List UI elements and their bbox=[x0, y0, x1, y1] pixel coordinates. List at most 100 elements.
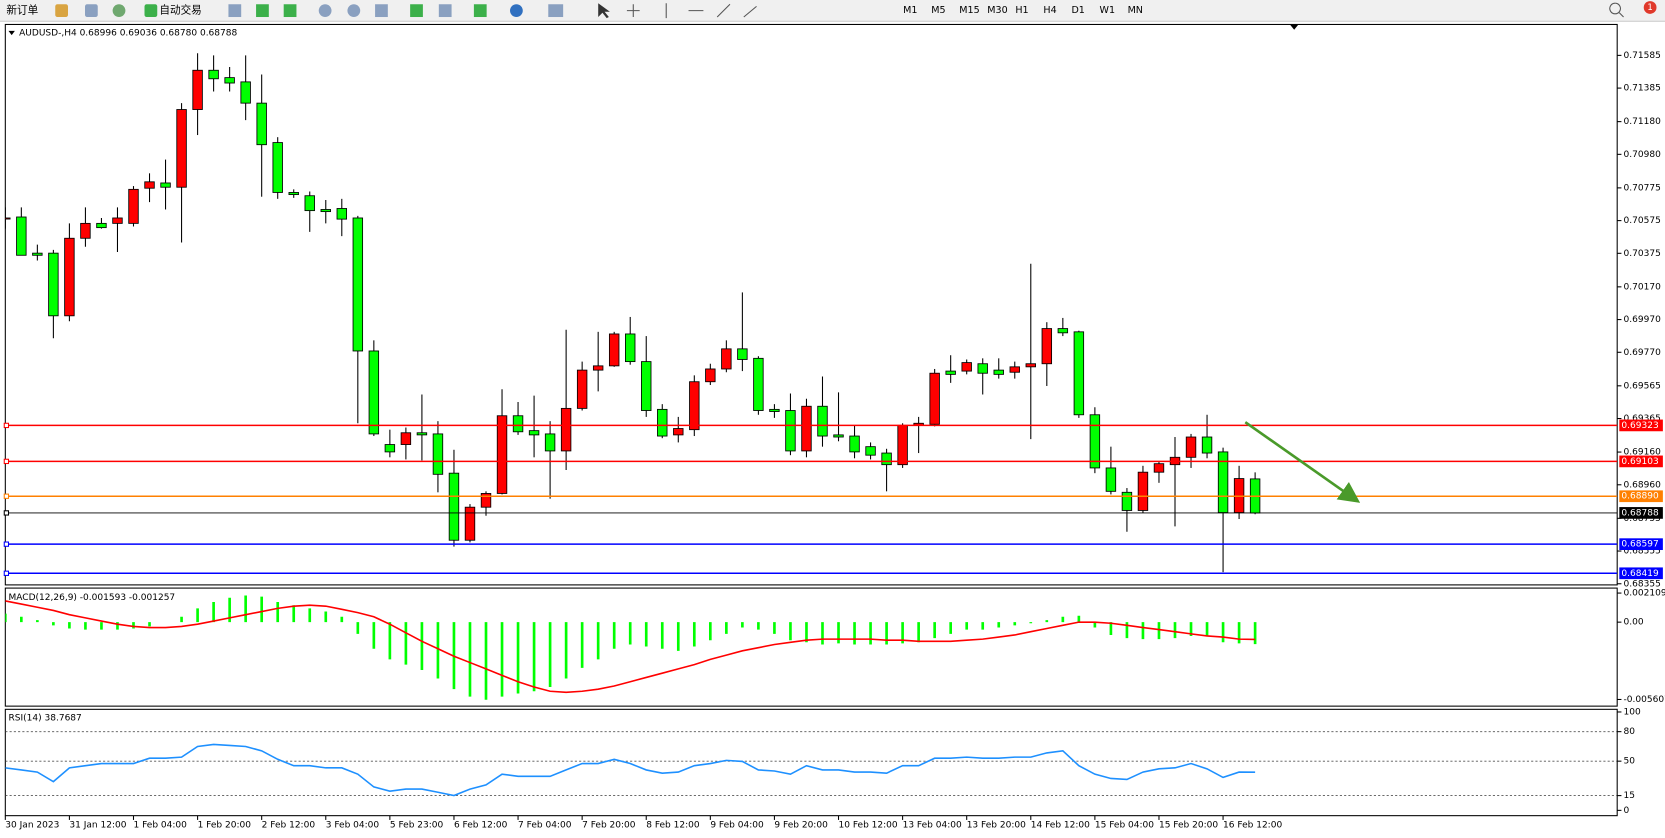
signal-line bbox=[5, 600, 1256, 694]
y-tick-label: 0.71180 bbox=[1624, 117, 1662, 127]
timeframe-button[interactable]: W1 bbox=[1100, 5, 1116, 16]
timeframe-button[interactable]: MN bbox=[1128, 5, 1143, 16]
icon[interactable] bbox=[473, 4, 487, 18]
y-tick-label: 0.70775 bbox=[1624, 183, 1661, 193]
y-tick-label: 0.002109 bbox=[1624, 589, 1665, 599]
y-tick-label: 100 bbox=[1624, 707, 1641, 717]
candle-body bbox=[1153, 463, 1165, 473]
y-tick-label: 0.00 bbox=[1624, 618, 1644, 628]
timeframe-button[interactable]: M1 bbox=[903, 5, 917, 16]
candle-body bbox=[16, 216, 27, 256]
candle-body bbox=[785, 410, 796, 452]
timeframe-bar: M1 M5 M15 M30 H1 H4 D1 W1 MN bbox=[903, 5, 1143, 16]
x-tick-label: 14 Feb 12:00 bbox=[1031, 821, 1090, 831]
icon[interactable] bbox=[375, 4, 388, 18]
candle-body bbox=[753, 357, 764, 411]
icon[interactable] bbox=[283, 4, 297, 18]
y-tick-label: 0.68355 bbox=[1624, 579, 1661, 589]
candle-body bbox=[1073, 331, 1085, 416]
y-tick-label: 0.71385 bbox=[1624, 84, 1661, 94]
candle-body bbox=[208, 69, 219, 80]
candle-body bbox=[352, 217, 364, 352]
timeframe-button[interactable]: H4 bbox=[1043, 5, 1056, 16]
toolbar-icons bbox=[55, 1, 1657, 19]
toolbar-button[interactable]: 新订单 bbox=[6, 4, 38, 17]
candle-body bbox=[432, 433, 444, 475]
candle-body bbox=[945, 370, 956, 375]
y-tick-label: 0.69365 bbox=[1624, 414, 1661, 424]
icon[interactable] bbox=[438, 4, 452, 18]
y-tick-label: -0.005607 bbox=[1624, 695, 1665, 705]
icon[interactable] bbox=[510, 4, 523, 18]
trend-arrow bbox=[1244, 421, 1361, 503]
x-tick-label: 30 Jan 2023 bbox=[5, 821, 59, 831]
candle-body bbox=[288, 192, 299, 196]
timeframe-button[interactable]: M15 bbox=[959, 5, 979, 16]
icon[interactable] bbox=[318, 4, 332, 18]
icon[interactable] bbox=[85, 4, 98, 18]
y-tick-label: 0.70375 bbox=[1624, 249, 1661, 259]
line-marker bbox=[3, 570, 10, 576]
macd-panel bbox=[4, 587, 1618, 707]
price-label: 0.69323 bbox=[1621, 421, 1659, 431]
timeframe-button[interactable]: M5 bbox=[931, 5, 945, 16]
candle-body bbox=[1105, 467, 1117, 492]
icon[interactable] bbox=[55, 4, 69, 18]
candle-body bbox=[673, 428, 684, 436]
line-marker bbox=[3, 422, 10, 429]
icon[interactable] bbox=[228, 4, 242, 18]
timeframe-button[interactable]: M30 bbox=[987, 5, 1007, 16]
candle-body bbox=[560, 407, 572, 452]
rsi-title: RSI(14) 38.7687 bbox=[9, 713, 82, 723]
x-tick-label: 13 Feb 04:00 bbox=[903, 821, 962, 831]
icon[interactable] bbox=[112, 4, 126, 18]
candle-body bbox=[1137, 471, 1149, 511]
search-icon[interactable] bbox=[1609, 2, 1624, 18]
candle-body bbox=[176, 109, 187, 188]
candle-body bbox=[128, 188, 139, 224]
draw-icons[interactable] bbox=[665, 3, 757, 19]
icon[interactable] bbox=[347, 4, 361, 18]
candle-body bbox=[977, 363, 988, 374]
candle-body bbox=[416, 432, 428, 436]
candle-body bbox=[1025, 363, 1036, 368]
x-tick-label: 6 Feb 12:00 bbox=[454, 821, 508, 831]
line-marker bbox=[3, 493, 10, 499]
notification-badge[interactable] bbox=[1643, 1, 1657, 14]
candle-body bbox=[480, 493, 492, 508]
badge-count: 1 bbox=[1647, 3, 1652, 13]
candle-body bbox=[657, 408, 668, 437]
candle-body bbox=[272, 142, 283, 193]
rsi-line bbox=[5, 743, 1256, 797]
icon[interactable] bbox=[256, 4, 269, 18]
icon[interactable] bbox=[410, 4, 423, 18]
icon[interactable] bbox=[548, 4, 564, 18]
icon[interactable] bbox=[144, 4, 158, 18]
toolbar-button[interactable]: 自动交易 bbox=[159, 4, 201, 17]
y-tick-label: 0.68960 bbox=[1624, 480, 1662, 490]
candle-body bbox=[384, 444, 396, 453]
y-tick-label: 0.68555 bbox=[1624, 547, 1661, 557]
y-tick-label: 0.69565 bbox=[1624, 381, 1661, 391]
candle-body bbox=[1057, 328, 1069, 334]
candle-body bbox=[160, 182, 171, 188]
price-label-box bbox=[1619, 490, 1663, 503]
candle-body bbox=[256, 102, 267, 146]
candle-body bbox=[448, 472, 460, 541]
candle-body bbox=[641, 361, 652, 411]
timeframe-button[interactable]: H1 bbox=[1015, 5, 1028, 16]
timeframe-button[interactable]: D1 bbox=[1071, 5, 1084, 16]
x-tick-label: 5 Feb 23:00 bbox=[390, 821, 444, 831]
y-tick-label: 0.71585 bbox=[1624, 51, 1661, 61]
candle-body bbox=[865, 446, 876, 456]
candle-body bbox=[512, 415, 524, 433]
cursor-icon[interactable] bbox=[598, 3, 610, 19]
candle-body bbox=[705, 368, 716, 383]
crosshair-icon[interactable] bbox=[626, 4, 640, 18]
candle-body bbox=[1089, 414, 1101, 469]
y-tick-label: 0.69770 bbox=[1624, 348, 1662, 358]
x-tick-label: 3 Feb 04:00 bbox=[326, 821, 380, 831]
candle-body bbox=[96, 222, 107, 229]
y-tick-label: 0.70170 bbox=[1624, 282, 1662, 292]
